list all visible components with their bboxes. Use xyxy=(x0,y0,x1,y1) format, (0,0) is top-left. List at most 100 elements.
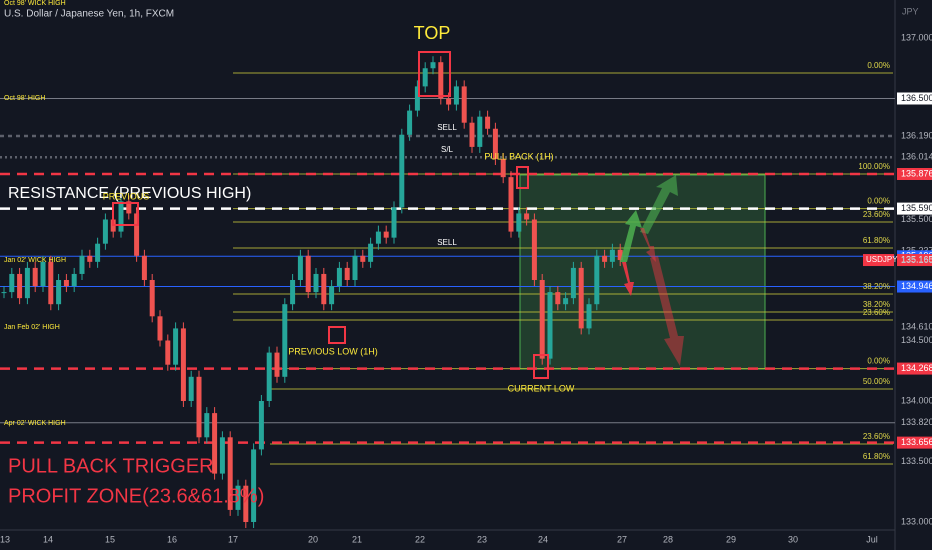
candle-body xyxy=(469,122,475,147)
candle-body xyxy=(586,304,592,329)
candle-body xyxy=(79,255,85,274)
candle-body xyxy=(383,231,389,238)
candle-body xyxy=(165,340,171,365)
time-label: 13 xyxy=(0,534,10,544)
candle-body xyxy=(461,86,467,123)
annotation: Jan 02' WICK HIGH xyxy=(4,257,66,264)
symbol-tag: USDJPY xyxy=(866,255,898,264)
price-label: 135.500 xyxy=(901,214,932,224)
candle-body xyxy=(609,249,615,262)
fib-label: 38.20% xyxy=(863,282,890,291)
candle-body xyxy=(563,298,569,305)
candle-body xyxy=(430,62,436,69)
candle-body xyxy=(212,413,218,474)
candle-body xyxy=(414,86,420,111)
candle-body xyxy=(188,376,194,401)
candle-body xyxy=(266,352,272,401)
candle-body xyxy=(508,177,514,232)
candle-body xyxy=(617,249,623,261)
annotation: TOP xyxy=(414,23,451,43)
candle-body xyxy=(539,280,545,359)
price-label: 135.876 xyxy=(901,168,932,178)
candle-body xyxy=(329,286,335,305)
annotation: PULL BACK (1H) xyxy=(484,151,553,161)
candle-body xyxy=(321,273,327,305)
candle-body xyxy=(63,280,69,287)
candle-body xyxy=(95,243,101,262)
annotation: Jan Feb 02' HIGH xyxy=(4,324,60,331)
candle-body xyxy=(17,273,23,299)
time-label: 14 xyxy=(43,534,53,544)
price-label: 135.590 xyxy=(901,203,932,213)
candle-body xyxy=(1,292,7,294)
annotation: PULL BACK TRIGGER xyxy=(8,455,214,477)
price-label: 133.000 xyxy=(901,516,932,526)
price-label: 135.160 xyxy=(901,255,932,265)
price-label-bg xyxy=(897,92,932,105)
candle-body xyxy=(282,304,288,377)
candle-body xyxy=(48,261,54,305)
candle-body xyxy=(204,413,210,438)
time-label: 30 xyxy=(788,534,798,544)
candle-body xyxy=(219,437,225,474)
price-label: 133.500 xyxy=(901,456,932,466)
candle-body xyxy=(516,213,522,232)
candle-body xyxy=(336,267,342,287)
time-label: 23 xyxy=(477,534,487,544)
candle-body xyxy=(251,449,257,522)
candle-body xyxy=(32,267,38,287)
price-label-bg xyxy=(897,168,932,181)
candle-body xyxy=(399,134,405,208)
candle-body xyxy=(40,261,46,287)
price-label: 134.946 xyxy=(901,281,932,291)
candle-body xyxy=(297,255,303,280)
candle-body xyxy=(9,273,15,293)
annotation: PROFIT ZONE(23.6&61.8%) xyxy=(8,485,264,507)
candle-body xyxy=(453,86,459,105)
candle-body xyxy=(602,255,608,262)
candle-body xyxy=(391,207,397,238)
annotation: RESISTANCE (PREVIOUS HIGH) xyxy=(8,185,251,202)
annotation: CURRENT LOW xyxy=(508,383,575,393)
candle-body xyxy=(102,219,108,244)
candle-body xyxy=(180,328,186,401)
candle-body xyxy=(24,267,30,299)
annotation: PREVIOUS xyxy=(103,191,150,201)
symbol-title: U.S. Dollar / Japanese Yen, 1h, FXCM xyxy=(4,9,174,20)
fib-label: 23.60% xyxy=(863,210,890,219)
price-label: 136.014 xyxy=(901,152,932,162)
time-label: 17 xyxy=(228,534,238,544)
candle-body xyxy=(578,267,584,329)
candle-body xyxy=(126,201,132,214)
time-label: 28 xyxy=(663,534,673,544)
time-label: 24 xyxy=(538,534,548,544)
candle-body xyxy=(485,116,491,129)
arrows xyxy=(620,175,684,366)
candle-body xyxy=(352,255,358,280)
price-label-bg xyxy=(897,280,932,293)
symbol-tag-bg xyxy=(863,254,894,267)
price-label: 134.500 xyxy=(901,335,932,345)
price-label-bg xyxy=(897,362,932,375)
annotation: SELL xyxy=(437,123,457,132)
profit-zone-box xyxy=(519,174,766,370)
candle-body xyxy=(56,280,62,305)
fib-label: 61.80% xyxy=(863,452,890,461)
annotation: Apr 02' WICK HIGH xyxy=(4,420,66,427)
candle-body xyxy=(368,243,374,262)
annotation: S/L xyxy=(441,145,454,154)
candle-body xyxy=(141,255,147,280)
candle-body xyxy=(87,255,93,262)
fib-label: 0.00% xyxy=(867,197,890,206)
annotation: Oct 98' WICK HIGH xyxy=(4,0,66,7)
candle-body xyxy=(360,255,366,262)
candle-body xyxy=(313,273,319,293)
candle-body xyxy=(149,280,155,317)
fib-label: 23.60% xyxy=(863,308,890,317)
price-label: 136.190 xyxy=(901,130,932,140)
candle-body xyxy=(134,213,140,256)
fib-label: 23.60% xyxy=(863,432,890,441)
time-label: 29 xyxy=(726,534,736,544)
fib-label: 61.80% xyxy=(863,236,890,245)
candle-body xyxy=(570,267,576,299)
